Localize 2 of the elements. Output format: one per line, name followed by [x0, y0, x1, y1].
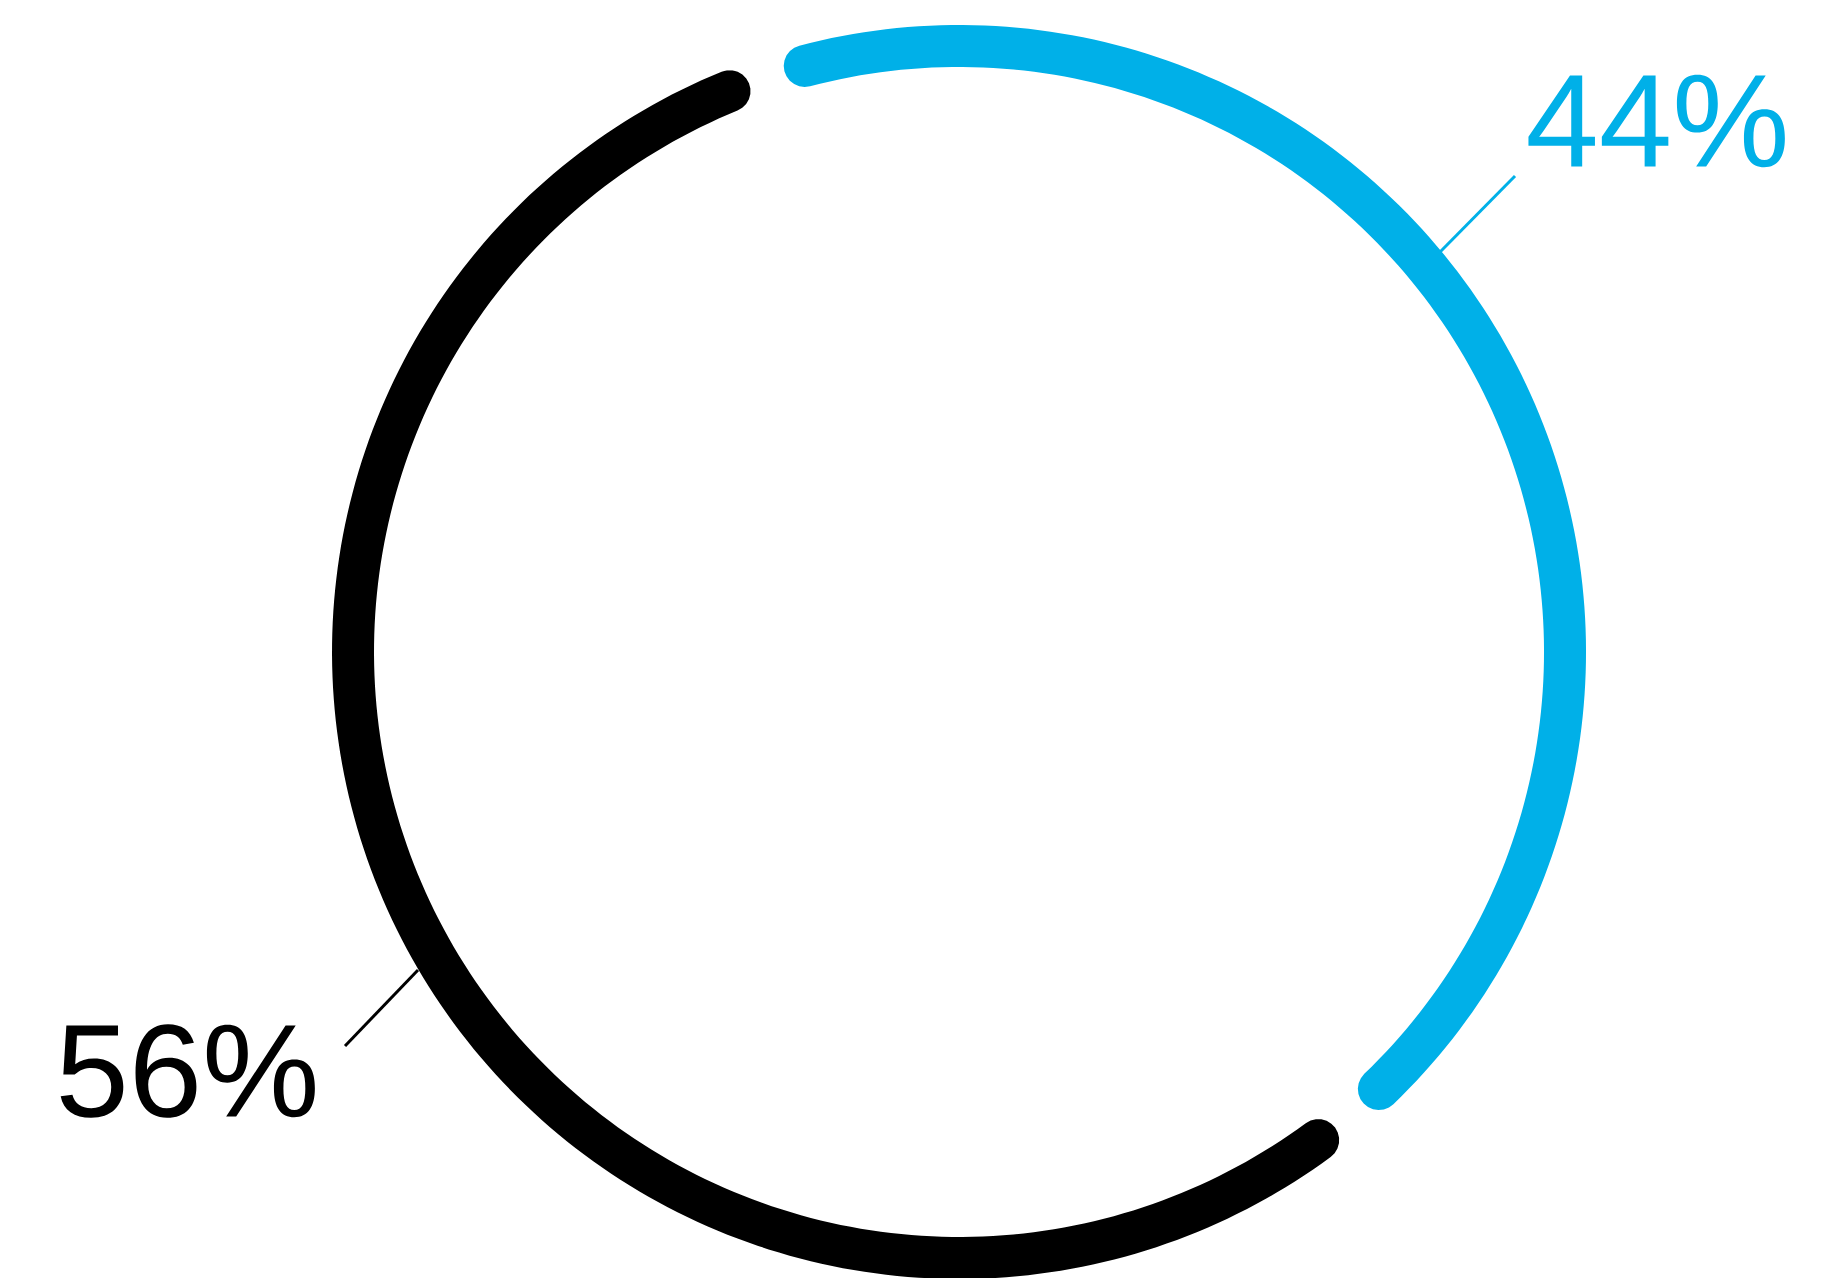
data-label: 56% — [60, 1024, 315, 1118]
data-label: 44% — [1528, 74, 1785, 168]
